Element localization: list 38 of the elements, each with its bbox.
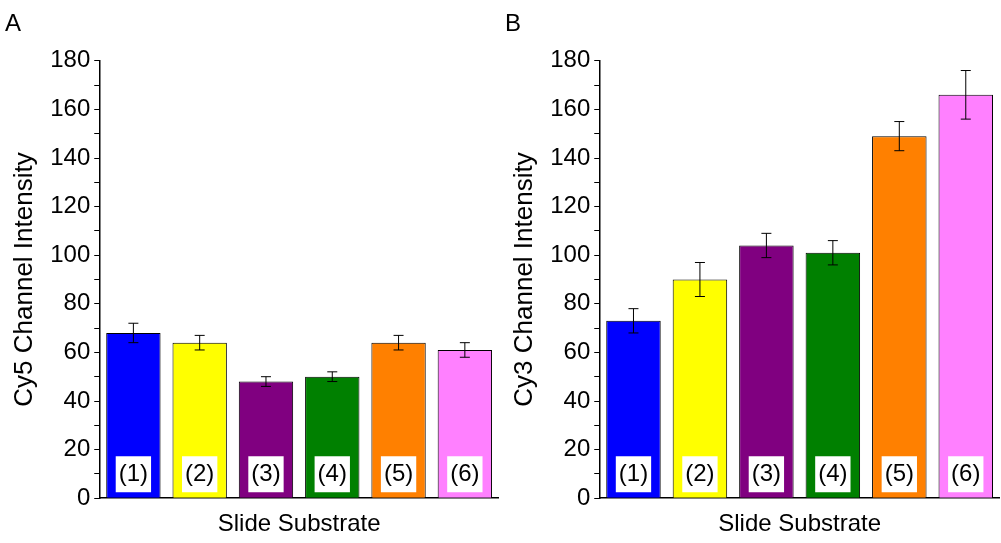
- y-tick-label: 20: [563, 434, 591, 462]
- y-tick-label: 120: [550, 191, 591, 219]
- x-tick-label: (6): [450, 458, 480, 486]
- chart-title: B: [505, 9, 522, 37]
- y-tick-label: 140: [50, 142, 91, 170]
- x-tick-label: (6): [951, 458, 981, 486]
- y-tick-label: 0: [76, 482, 91, 510]
- y-tick-label: 160: [50, 94, 91, 122]
- x-tick-label: (3): [251, 458, 281, 486]
- x-tick-label: (1): [118, 458, 149, 486]
- x-tick-label: (2): [685, 458, 715, 486]
- x-axis-title: Slide Substrate: [217, 509, 381, 537]
- y-tick-label: 80: [563, 288, 591, 316]
- y-tick-label: 60: [63, 337, 91, 365]
- x-tick-label: (3): [751, 458, 782, 486]
- y-tick-label: 120: [50, 191, 91, 219]
- y-tick-label: 180: [50, 45, 91, 73]
- y-tick-label: 100: [550, 239, 591, 267]
- x-tick-label: (2): [185, 458, 215, 486]
- y-tick-label: 40: [63, 385, 91, 413]
- chart-title: A: [5, 9, 22, 37]
- x-tick-label: (5): [383, 458, 414, 486]
- y-tick-label: 20: [63, 434, 91, 462]
- y-tick-label: 80: [63, 288, 91, 316]
- x-tick-label: (4): [818, 458, 848, 486]
- y-tick-label: 60: [563, 337, 591, 365]
- x-axis-title: Slide Substrate: [718, 509, 881, 537]
- y-axis-title: Cy3 Channel Intensity: [507, 152, 538, 407]
- x-tick-label: (4): [317, 458, 347, 486]
- x-tick-label: (1): [618, 458, 649, 486]
- y-tick-label: 160: [550, 94, 591, 122]
- x-tick-label: (5): [884, 458, 914, 486]
- y-tick-label: 40: [563, 385, 591, 413]
- y-tick-label: 140: [550, 142, 591, 170]
- y-axis-title: Cy5 Channel Intensity: [7, 152, 38, 407]
- y-tick-label: 180: [550, 45, 591, 73]
- y-tick-label: 0: [576, 482, 591, 510]
- y-tick-label: 100: [50, 239, 91, 267]
